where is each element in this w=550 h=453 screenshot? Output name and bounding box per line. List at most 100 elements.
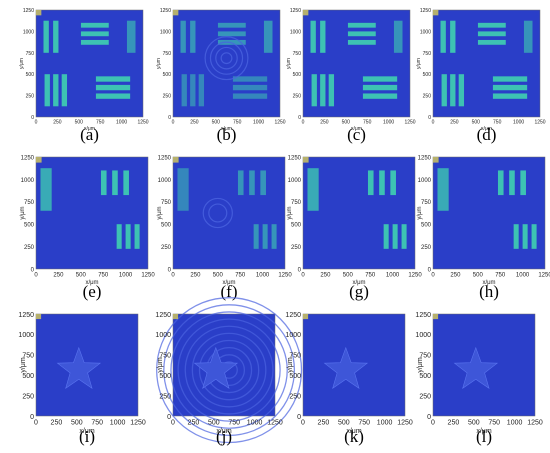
x-tick-label: 1000 <box>377 420 393 427</box>
y-tick-label: 250 <box>163 94 172 100</box>
ring-artifact <box>184 325 274 415</box>
y-tick-label: 250 <box>289 393 301 400</box>
panel-a: 0 250 500 750 1000 1250 0 250 500 750 1000 1250 x/μm… <box>18 8 149 133</box>
panel-g: 0 250 500 750 1000 1250 0 250 500 750 1000 1250 x/μm… <box>285 155 422 286</box>
x-axis-label: x/μm <box>352 280 365 286</box>
x-tick-label: 1250 <box>534 120 545 126</box>
bar-block <box>328 74 335 107</box>
bar-block <box>177 168 189 211</box>
y-tick-label: 750 <box>419 353 431 360</box>
bar-block <box>126 20 136 53</box>
x-tick-label: 750 <box>493 120 502 126</box>
bar-block <box>311 74 317 107</box>
bar-block <box>237 170 244 196</box>
bar-block <box>95 93 131 99</box>
bar-block <box>310 20 316 53</box>
panel-image-i: 0 250 500 750 1000 1250 0 250 500 750 1000 1250 x/μm… <box>18 312 145 435</box>
hot-corner <box>433 10 439 16</box>
x-tick-label: 1000 <box>513 120 524 126</box>
star-shape <box>323 346 369 390</box>
x-tick-label: 1250 <box>267 420 283 427</box>
x-tick-label: 1250 <box>141 273 155 279</box>
x-tick-label: 0 <box>431 420 435 427</box>
hot-corner <box>36 10 42 16</box>
hot-corner <box>173 157 179 163</box>
y-tick-label: 0 <box>168 267 172 273</box>
x-tick-label: 250 <box>448 420 460 427</box>
y-tick-label: 750 <box>291 200 302 206</box>
y-tick-label: 0 <box>298 115 301 121</box>
bar-block <box>271 224 277 249</box>
panel-image-l: 0 250 500 750 1000 1250 0 250 500 750 1000 1250 x/μm… <box>415 312 542 435</box>
y-tick-label: 500 <box>163 72 172 78</box>
bar-block <box>263 20 273 53</box>
bar-block <box>390 170 396 196</box>
y-tick-label: 500 <box>161 223 172 229</box>
panel-caption-f: (f) <box>220 282 238 301</box>
hot-corner <box>36 157 42 163</box>
x-tick-label: 1000 <box>247 420 263 427</box>
x-tick-label: 750 <box>228 420 240 427</box>
x-axis-label: x/μm <box>481 126 492 132</box>
y-tick-label: 1250 <box>418 155 432 161</box>
bar-block <box>523 20 533 53</box>
ring-artifact <box>202 197 233 229</box>
bar-block <box>53 20 59 53</box>
panel-caption-i: (i) <box>78 427 96 446</box>
x-tick-label: 1250 <box>404 120 415 126</box>
x-axis-label: x/μm <box>222 280 235 286</box>
bar-block <box>116 224 122 249</box>
bar-block <box>112 170 118 196</box>
bar-block <box>217 22 246 28</box>
y-tick-label: 500 <box>22 373 34 380</box>
x-tick-label: 500 <box>343 273 354 279</box>
x-axis-label: x/μm <box>346 428 361 435</box>
bar-block <box>180 20 186 53</box>
hot-corner <box>303 314 309 320</box>
y-tick-label: 1250 <box>290 8 301 14</box>
bar-block <box>392 224 398 249</box>
hot-corner <box>303 10 309 16</box>
y-tick-label: 750 <box>24 200 35 206</box>
bar-block <box>437 168 449 211</box>
y-tick-label: 750 <box>289 353 301 360</box>
y-axis-label: y/μm <box>19 58 25 69</box>
x-tick-label: 500 <box>213 273 224 279</box>
bar-block <box>44 74 50 107</box>
y-tick-label: 500 <box>159 373 171 380</box>
y-tick-label: 750 <box>163 51 172 57</box>
bar-block <box>441 74 447 107</box>
panel-image-b: 0 250 500 750 1000 1250 0 250 500 750 1000 1250 x/μm… <box>156 8 286 132</box>
hot-corner <box>36 314 42 320</box>
x-tick-label: 0 <box>35 120 38 126</box>
x-tick-label: 0 <box>34 420 38 427</box>
y-tick-label: 250 <box>293 94 302 100</box>
star-shape <box>453 346 499 390</box>
y-tick-label: 0 <box>298 267 302 273</box>
x-tick-label: 500 <box>76 273 87 279</box>
x-tick-label: 750 <box>96 120 105 126</box>
bar-block <box>125 224 131 249</box>
x-tick-label: 0 <box>171 420 175 427</box>
x-tick-label: 750 <box>233 120 242 126</box>
x-tick-label: 500 <box>342 120 351 126</box>
bar-block <box>232 84 268 91</box>
bar-block <box>347 39 376 45</box>
x-tick-label: 500 <box>208 420 220 427</box>
x-tick-label: 750 <box>235 273 246 279</box>
y-tick-label: 250 <box>26 94 35 100</box>
bar-block <box>61 74 68 107</box>
bar-block <box>393 20 403 53</box>
bar-block <box>477 31 506 37</box>
ring-artifact <box>204 36 249 81</box>
y-axis-label: y/μm <box>156 58 162 69</box>
bar-block <box>531 224 537 249</box>
bar-block <box>509 170 515 196</box>
panel-caption-b: (b) <box>216 125 237 144</box>
y-tick-label: 1250 <box>18 312 34 319</box>
y-tick-label: 0 <box>31 267 35 273</box>
panel-caption-h: (h) <box>479 282 499 301</box>
bar-block <box>100 170 107 196</box>
y-tick-label: 1000 <box>18 332 34 339</box>
bar-block <box>232 93 268 99</box>
